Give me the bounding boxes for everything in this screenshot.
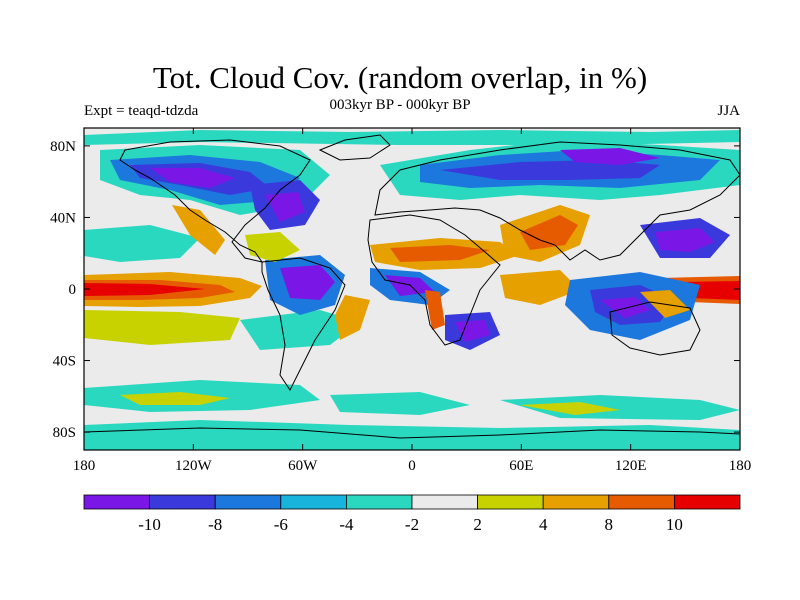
- eurasia-outline: [374, 141, 740, 261]
- colorbar-label: -8: [208, 515, 222, 534]
- colorbar-swatch: [477, 494, 544, 510]
- colorbar-swatch: [411, 494, 478, 510]
- chart-subtitle: 003kyr BP - 000kyr BP: [329, 97, 471, 113]
- x-tick-label: 60W: [288, 458, 318, 474]
- y-tick-label: 80N: [50, 139, 76, 155]
- anomaly-region: [84, 130, 740, 145]
- chart-title: Tot. Cloud Cov. (random overlap, in %): [152, 60, 648, 95]
- anomaly-region: [150, 168, 235, 188]
- anomaly-region: [655, 228, 715, 252]
- anomaly-region: [335, 295, 370, 340]
- anomaly-region: [500, 395, 740, 420]
- colorbar-label: -10: [138, 515, 161, 534]
- anomaly-region: [245, 232, 300, 262]
- colorbar-swatch: [608, 494, 675, 510]
- anomaly-region: [172, 205, 225, 255]
- colorbar-swatch: [542, 494, 610, 510]
- anomaly-field: [84, 130, 740, 450]
- anomaly-region: [520, 402, 620, 415]
- colorbar-swatch: [83, 494, 150, 510]
- y-tick-label: 40N: [50, 210, 76, 226]
- anomaly-region: [500, 270, 580, 305]
- anomaly-region: [280, 265, 335, 300]
- coastlines: [84, 134, 740, 439]
- y-tick-label: 40S: [53, 354, 76, 370]
- anomaly-region: [520, 215, 578, 250]
- anomaly-region: [455, 320, 490, 342]
- colorbar-label: -6: [274, 515, 288, 534]
- x-tick-label: 0: [408, 458, 416, 474]
- x-tick-label: 60E: [509, 458, 533, 474]
- colorbar-swatch: [149, 494, 216, 510]
- africa-outline: [367, 214, 501, 346]
- australia-outline: [609, 301, 701, 356]
- anomaly-region: [330, 392, 470, 415]
- y-tick-label: 0: [69, 282, 77, 298]
- colorbar-label: 10: [666, 515, 683, 534]
- colorbar-label: 8: [605, 515, 614, 534]
- colorbar-label: -4: [339, 515, 354, 534]
- x-tick-label: 120W: [175, 458, 213, 474]
- colorbar-swatch: [280, 494, 347, 510]
- anomaly-region: [425, 290, 445, 330]
- colorbar-swatch: [345, 494, 413, 510]
- x-tick-label: 120E: [615, 458, 647, 474]
- anomaly-region: [390, 245, 490, 262]
- anomaly-region: [84, 225, 200, 262]
- colorbar-label: -2: [405, 515, 419, 534]
- anomaly-region: [240, 310, 360, 350]
- anomaly-region: [560, 148, 660, 165]
- north-america-outline: [119, 139, 311, 263]
- x-tick-label: 180: [73, 458, 96, 474]
- anomaly-region: [84, 420, 740, 450]
- y-axis: 80N 40N 0 40S 80S: [50, 139, 740, 441]
- x-axis: 180 120W 60W 0 60E 120E 180: [73, 128, 752, 474]
- season-label: JJA: [717, 103, 740, 119]
- anomaly-region: [84, 283, 205, 296]
- anomaly-region: [600, 297, 650, 318]
- experiment-label: Expt = teaqd-tdzda: [84, 103, 199, 119]
- south-america-outline: [261, 257, 346, 391]
- anomaly-region: [265, 192, 305, 222]
- antarctica-outline: [84, 427, 740, 439]
- colorbar-swatch: [214, 494, 282, 510]
- greenland-outline: [318, 134, 391, 161]
- colorbar-swatch: [674, 494, 741, 510]
- anomaly-region: [84, 310, 240, 345]
- colorbar-label: 4: [539, 515, 548, 534]
- anomaly-region: [440, 160, 660, 180]
- anomaly-region: [120, 392, 230, 405]
- x-tick-label: 180: [729, 458, 752, 474]
- y-tick-label: 80S: [53, 425, 76, 441]
- colorbar: -10 -8 -6 -4 -2 2 4 8 10: [83, 494, 741, 534]
- colorbar-label: 2: [473, 515, 482, 534]
